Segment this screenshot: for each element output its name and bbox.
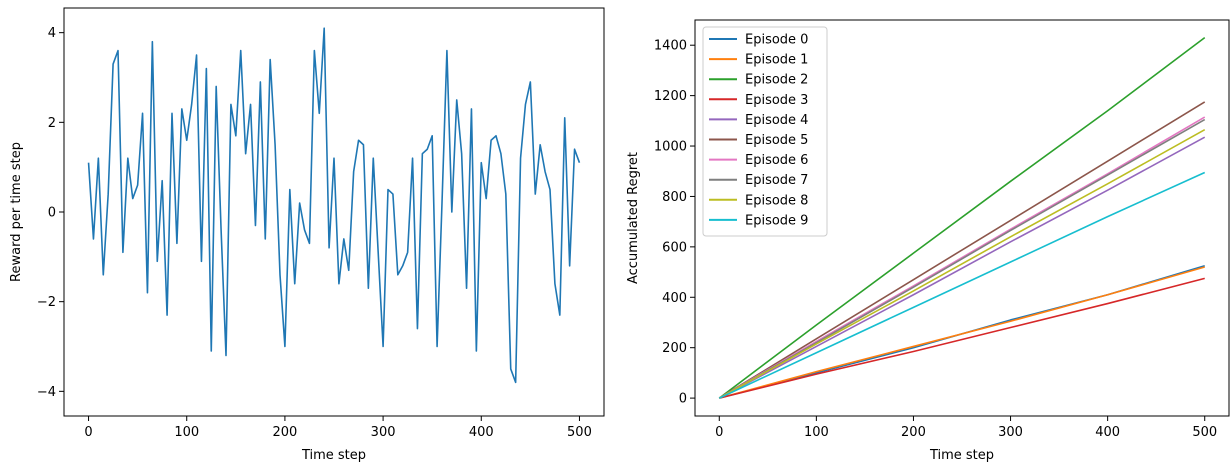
regret-x-tick-label: 400 bbox=[1095, 425, 1120, 440]
reward-y-ticks: −4 −2 0 2 4 bbox=[37, 26, 64, 400]
reward-y-tick-label: −2 bbox=[37, 295, 56, 310]
regret-y-tick-label: 1200 bbox=[654, 89, 687, 104]
reward-series-line-0 bbox=[87, 27, 581, 384]
regret-series-line-1 bbox=[719, 266, 1205, 399]
regret-y-tick-label: 1000 bbox=[654, 140, 687, 155]
reward-x-tick-label: 300 bbox=[371, 425, 396, 440]
regret-legend-label: Episode 3 bbox=[745, 93, 808, 108]
regret-legend-label: Episode 9 bbox=[745, 213, 808, 228]
regret-x-tick-label: 300 bbox=[998, 425, 1023, 440]
regret-legend-label: Episode 4 bbox=[745, 113, 808, 128]
regret-legend: Episode 0 Episode 1 Episode 2 Episode 3 Epis… bbox=[702, 26, 828, 237]
regret-series-line-6 bbox=[718, 116, 1206, 399]
regret-series-line-2 bbox=[718, 37, 1206, 399]
regret-legend-label: Episode 2 bbox=[745, 73, 808, 88]
regret-chart: 0 100 200 300 400 500 0 200 400 600 800 1000 1200 14… bbox=[626, 19, 1230, 463]
reward-x-tick-label: 500 bbox=[567, 425, 592, 440]
regret-legend-label: Episode 7 bbox=[745, 173, 808, 188]
reward-y-tick-label: 2 bbox=[48, 116, 56, 131]
regret-legend-label: Episode 0 bbox=[745, 33, 808, 48]
reward-x-tick-label: 0 bbox=[84, 425, 92, 440]
reward-y-tick-label: −4 bbox=[37, 385, 56, 400]
regret-legend-label: Episode 5 bbox=[745, 133, 808, 148]
regret-x-axis-label: Time step bbox=[929, 448, 994, 463]
regret-legend-label: Episode 1 bbox=[745, 53, 808, 68]
reward-y-axis-label: Reward per time step bbox=[9, 142, 24, 282]
regret-series-line-8 bbox=[718, 128, 1206, 399]
regret-y-tick-label: 600 bbox=[662, 240, 687, 255]
reward-y-tick-label: 0 bbox=[48, 206, 56, 221]
reward-y-tick-label: 4 bbox=[48, 26, 56, 41]
regret-series-line-3 bbox=[719, 277, 1205, 399]
reward-chart: 0 100 200 300 400 500 −4 −2 0 2 4 Time step Rewar… bbox=[9, 7, 605, 463]
regret-legend-label: Episode 6 bbox=[745, 153, 808, 168]
regret-x-tick-label: 500 bbox=[1192, 425, 1217, 440]
regret-x-tick-label: 200 bbox=[901, 425, 926, 440]
regret-x-tick-label: 0 bbox=[715, 425, 723, 440]
regret-series-line-4 bbox=[718, 136, 1206, 399]
reward-series-group bbox=[87, 27, 581, 384]
reward-x-axis-label: Time step bbox=[301, 448, 366, 463]
reward-plot-area bbox=[64, 8, 604, 416]
reward-x-tick-label: 100 bbox=[174, 425, 199, 440]
regret-y-axis-label: Accumulated Regret bbox=[626, 152, 641, 284]
regret-y-tick-label: 1400 bbox=[654, 39, 687, 54]
regret-y-tick-label: 400 bbox=[662, 291, 687, 306]
regret-y-ticks: 0 200 400 600 800 1000 1200 1400 bbox=[654, 39, 695, 407]
reward-x-tick-label: 400 bbox=[469, 425, 494, 440]
regret-y-tick-label: 200 bbox=[662, 341, 687, 356]
regret-y-tick-label: 800 bbox=[662, 190, 687, 205]
regret-series-line-5 bbox=[718, 101, 1206, 399]
regret-legend-label: Episode 8 bbox=[745, 193, 808, 208]
regret-series-line-9 bbox=[718, 171, 1206, 399]
regret-plot-frame bbox=[694, 19, 1230, 417]
regret-x-tick-label: 100 bbox=[804, 425, 829, 440]
reward-x-tick-label: 200 bbox=[272, 425, 297, 440]
reward-x-ticks: 0 100 200 300 400 500 bbox=[84, 416, 592, 440]
regret-series-group bbox=[718, 37, 1206, 399]
regret-y-tick-label: 0 bbox=[679, 392, 687, 407]
regret-series-line-7 bbox=[718, 118, 1206, 399]
regret-x-ticks: 0 100 200 300 400 500 bbox=[715, 416, 1217, 440]
